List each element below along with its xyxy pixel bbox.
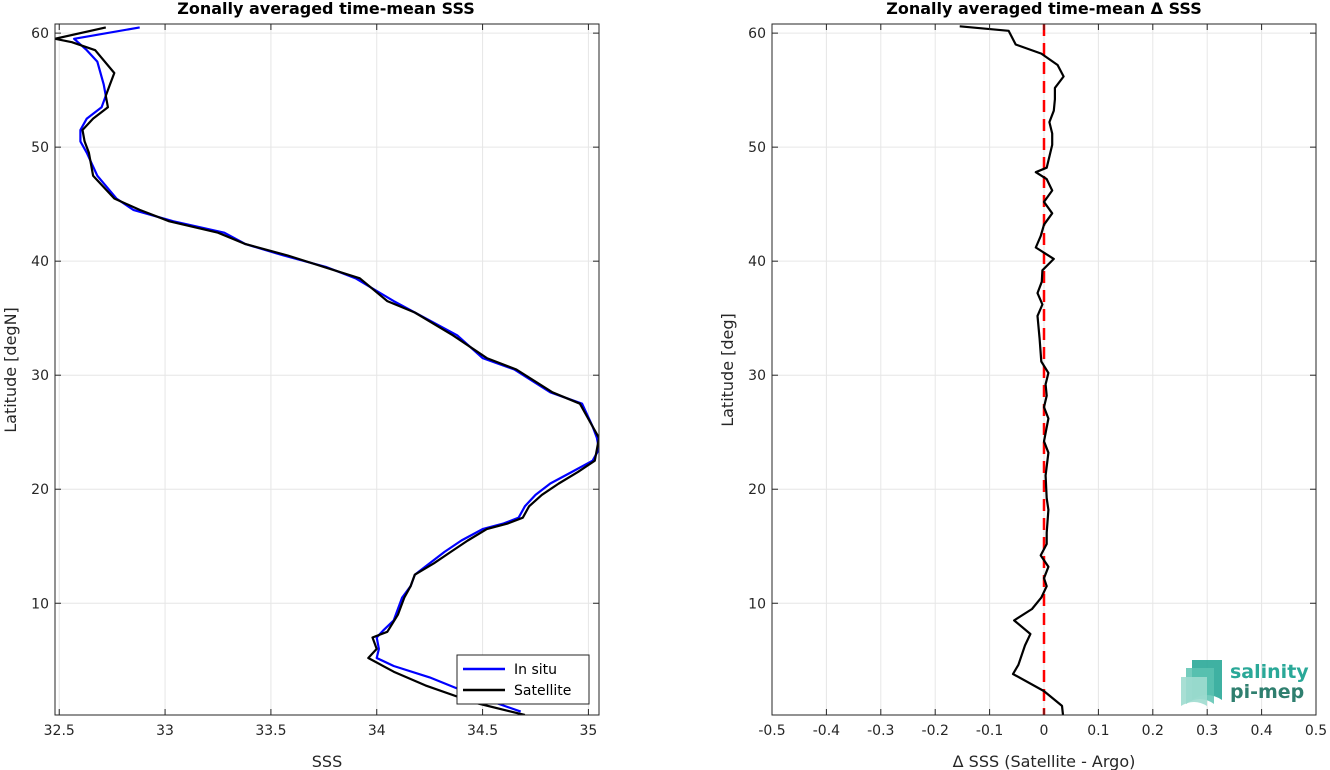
right-ticks: -0.5 -0.4 -0.3 -0.2 -0.1 0 0.1 0.2 0.3 0.4 0.5 10 20… bbox=[748, 24, 1327, 739]
right-chart: Zonally averaged time-mean Δ SSS -0.5 -0.… bbox=[718, 0, 1327, 770]
legend: In situ Satellite bbox=[456, 654, 590, 705]
left-y-tick-label: 40 bbox=[31, 254, 49, 270]
right-y-tick-label: 20 bbox=[748, 482, 766, 498]
right-x-axis-label: Δ SSS (Satellite - Argo) bbox=[953, 752, 1136, 770]
left-chart: Zonally averaged time-mean SSS 32.5 33 33.… bbox=[1, 0, 600, 770]
right-x-tick-label: 0.3 bbox=[1196, 723, 1218, 739]
waves-icon bbox=[1181, 660, 1222, 706]
left-x-tick-label: 34.5 bbox=[467, 723, 498, 739]
right-series-group bbox=[959, 24, 1065, 715]
salinity-pi-mep-logo: salinity pi-mep bbox=[1181, 660, 1309, 706]
left-y-tick-label: 20 bbox=[31, 482, 49, 498]
left-x-tick-label: 34 bbox=[368, 723, 386, 739]
right-y-tick-label: 50 bbox=[748, 140, 766, 156]
left-x-tick-label: 32.5 bbox=[44, 723, 75, 739]
right-plot-area bbox=[959, 24, 1065, 715]
right-x-tick-label: 0.1 bbox=[1087, 723, 1109, 739]
left-y-tick-label: 60 bbox=[31, 26, 49, 42]
left-x-axis-label: SSS bbox=[312, 752, 342, 770]
right-x-tick-label: 0.5 bbox=[1305, 723, 1327, 739]
right-x-tick-label: -0.1 bbox=[976, 723, 1003, 739]
legend-label-satellite: Satellite bbox=[514, 683, 571, 699]
right-y-tick-label: 30 bbox=[748, 368, 766, 384]
logo-line1: salinity bbox=[1230, 661, 1309, 683]
left-x-tick-label: 33 bbox=[156, 723, 174, 739]
right-y-tick-label: 10 bbox=[748, 596, 766, 612]
right-x-tick-label: 0.4 bbox=[1250, 723, 1272, 739]
right-x-tick-label: -0.2 bbox=[922, 723, 949, 739]
left-y-axis-label: Latitude [degN] bbox=[1, 307, 20, 433]
left-series-group bbox=[55, 26, 599, 715]
right-series-line-delta-sss bbox=[959, 25, 1065, 715]
legend-label-in-situ: In situ bbox=[514, 662, 557, 678]
right-y-tick-label: 40 bbox=[748, 254, 766, 270]
left-grid bbox=[55, 24, 599, 715]
left-axes-frame bbox=[54, 23, 600, 716]
left-plot-area bbox=[55, 26, 599, 715]
right-y-tick-label: 60 bbox=[748, 26, 766, 42]
right-chart-title: Zonally averaged time-mean Δ SSS bbox=[886, 0, 1202, 18]
right-x-tick-label: -0.3 bbox=[867, 723, 894, 739]
left-series-line-in-situ bbox=[73, 26, 599, 713]
right-y-axis-label: Latitude [deg] bbox=[718, 313, 737, 427]
left-series-line-satellite bbox=[55, 26, 599, 715]
left-chart-title: Zonally averaged time-mean SSS bbox=[177, 0, 475, 18]
legend-box bbox=[456, 654, 590, 705]
right-x-tick-label: -0.5 bbox=[758, 723, 785, 739]
left-ticks: 32.5 33 33.5 34 34.5 35 10 20 30 40 50 60 bbox=[31, 24, 599, 739]
left-y-tick-label: 10 bbox=[31, 596, 49, 612]
right-x-tick-label: 0.2 bbox=[1142, 723, 1164, 739]
logo-line2: pi-mep bbox=[1230, 681, 1304, 703]
right-x-tick-label: -0.4 bbox=[813, 723, 840, 739]
left-x-tick-label: 35 bbox=[580, 723, 598, 739]
right-x-tick-label: 0 bbox=[1040, 723, 1049, 739]
left-y-tick-label: 30 bbox=[31, 368, 49, 384]
left-y-tick-label: 50 bbox=[31, 140, 49, 156]
left-x-tick-label: 33.5 bbox=[255, 723, 286, 739]
